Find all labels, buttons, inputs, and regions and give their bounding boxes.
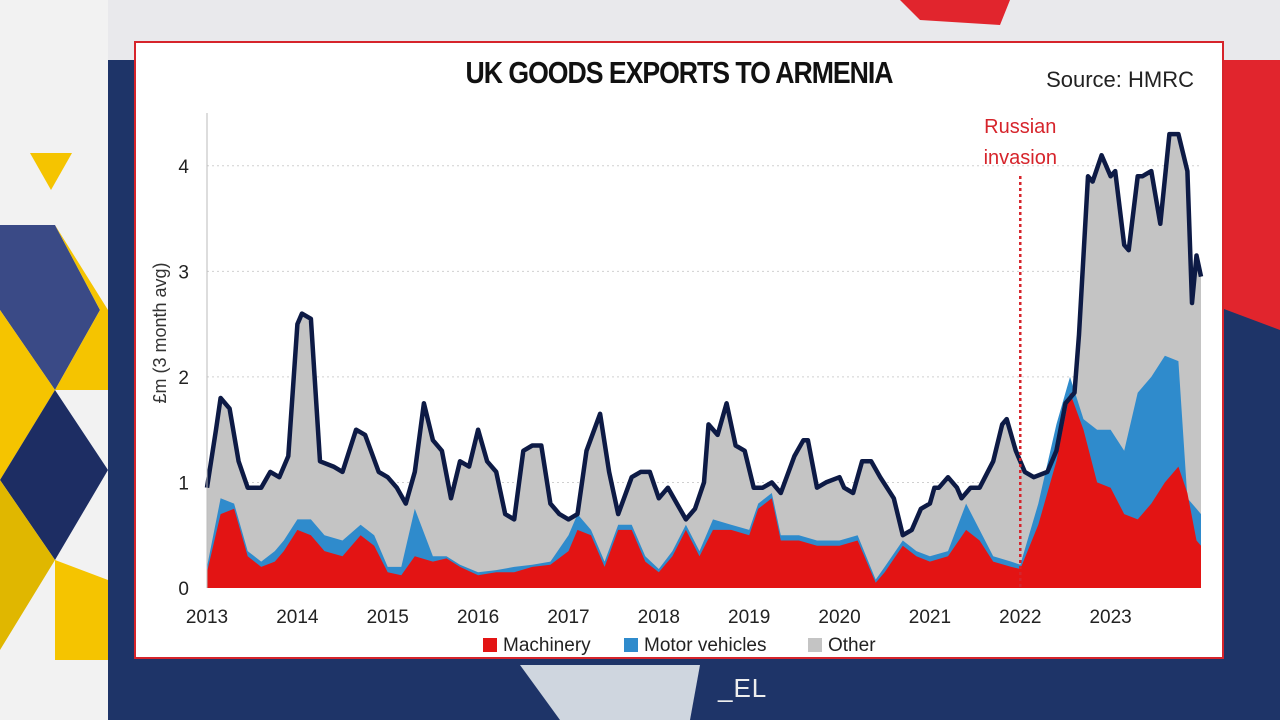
- chart-area: 0 1 2 3 4 2013 2014 2015 2016 2017 2018 2019 2020 202…: [150, 113, 1204, 656]
- legend-label-other: Other: [828, 635, 876, 656]
- x-tick-label: 2022: [999, 607, 1041, 628]
- x-tick-label: 2020: [818, 607, 860, 628]
- area-machinery: [207, 392, 1201, 588]
- x-tick-label: 2023: [1089, 607, 1131, 628]
- legend-swatch-machinery: [483, 638, 497, 652]
- watermark: _EL: [718, 673, 768, 703]
- x-tick-label: 2014: [276, 607, 319, 628]
- y-tick-label: 3: [178, 262, 189, 283]
- chart-legend: Machinery Motor vehicles Other: [483, 635, 876, 656]
- y-tick-label: 1: [178, 473, 189, 494]
- total-exports-line: [204, 131, 1204, 538]
- x-tick-label: 2019: [728, 607, 770, 628]
- x-tick-label: 2017: [547, 607, 589, 628]
- annotation-text: invasion: [984, 147, 1057, 169]
- legend-label-motor: Motor vehicles: [644, 635, 767, 656]
- y-tick-label: 2: [178, 368, 189, 389]
- chart-areas: [207, 134, 1201, 588]
- chart-title: UK GOODS EXPORTS TO ARMENIA: [465, 55, 894, 90]
- total-line: [204, 131, 1204, 538]
- y-axis-label: £m (3 month avg): [150, 262, 170, 403]
- legend-label-machinery: Machinery: [503, 635, 591, 656]
- annotation: Russian invasion: [984, 116, 1057, 588]
- x-tick-label: 2013: [186, 607, 228, 628]
- legend-swatch-motor: [624, 638, 638, 652]
- chart-source: Source: HMRC: [1046, 67, 1194, 92]
- legend-swatch-other: [808, 638, 822, 652]
- annotation-text: Russian: [984, 116, 1056, 138]
- x-tick-label: 2015: [367, 607, 409, 628]
- y-tick-label: 0: [178, 579, 189, 600]
- chart-axes: 0 1 2 3 4 2013 2014 2015 2016 2017 2018 2019 2020 202…: [178, 113, 1132, 628]
- x-tick-label: 2016: [457, 607, 499, 628]
- x-tick-label: 2021: [909, 607, 951, 628]
- y-tick-label: 4: [178, 157, 189, 178]
- x-tick-label: 2018: [638, 607, 680, 628]
- chart-card: UK GOODS EXPORTS TO ARMENIA Source: HMRC…: [134, 41, 1224, 659]
